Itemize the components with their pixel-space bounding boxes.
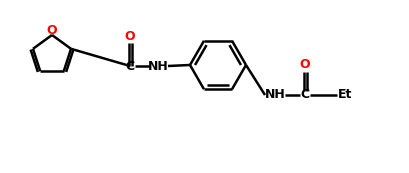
Text: Et: Et — [338, 89, 352, 102]
Text: NH: NH — [148, 60, 169, 72]
Text: C: C — [126, 60, 135, 72]
Text: O: O — [300, 58, 310, 71]
Text: O: O — [47, 24, 57, 37]
Text: O: O — [125, 30, 135, 43]
Text: NH: NH — [265, 89, 285, 102]
Text: C: C — [301, 89, 310, 102]
